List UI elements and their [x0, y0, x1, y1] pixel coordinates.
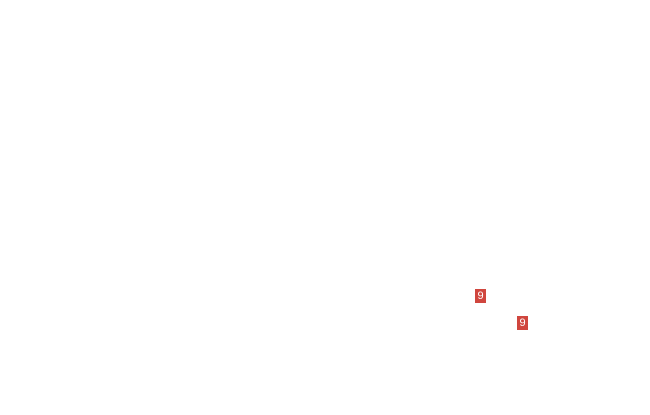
- notification-badge: 9: [475, 289, 486, 303]
- notification-badge: 9: [517, 316, 528, 330]
